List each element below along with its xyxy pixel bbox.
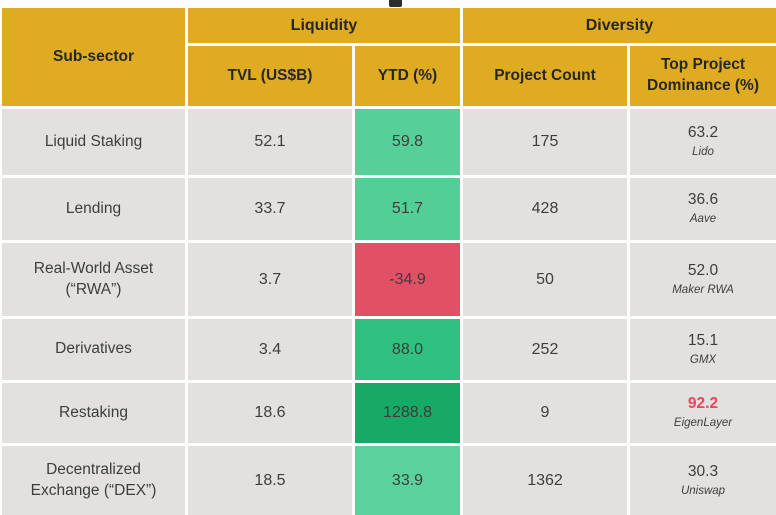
dominance-cell: 36.6 Aave <box>630 178 776 240</box>
dominance-value: 15.1 <box>687 331 719 349</box>
header-group-diversity: Diversity <box>463 8 776 43</box>
subsector-metrics-table: Sub-sector Liquidity Diversity TVL (US$B… <box>2 8 776 515</box>
project-count-value: 175 <box>463 109 627 175</box>
header-tvl: TVL (US$B) <box>188 46 352 106</box>
dominance-value: 52.0 <box>687 261 719 279</box>
tvl-value: 33.7 <box>188 178 352 240</box>
tvl-value: 3.4 <box>188 319 352 380</box>
tvl-value: 18.5 <box>188 446 352 515</box>
dominance-cell: 63.2 Lido <box>630 109 776 175</box>
subsector-label: Lending <box>2 178 185 240</box>
dominance-cell: 15.1 GMX <box>630 319 776 380</box>
project-count-value: 252 <box>463 319 627 380</box>
project-count-value: 428 <box>463 178 627 240</box>
dominance-value: 92.2 <box>687 395 719 413</box>
ytd-value: 51.7 <box>355 178 460 240</box>
subsector-label: Restaking <box>2 383 185 443</box>
header-project-count: Project Count <box>463 46 627 106</box>
header-ytd: YTD (%) <box>355 46 460 106</box>
header-top-project-dominance: Top Project Dominance (%) <box>630 46 776 106</box>
header-group-liquidity: Liquidity <box>188 8 460 43</box>
top-project-name: EigenLayer <box>673 417 733 430</box>
top-project-name: Maker RWA <box>672 283 734 296</box>
tvl-value: 3.7 <box>188 243 352 316</box>
tvl-value: 18.6 <box>188 383 352 443</box>
dominance-value: 63.2 <box>687 124 719 142</box>
dominance-value: 30.3 <box>687 462 719 480</box>
ytd-value: 1288.8 <box>355 383 460 443</box>
subsector-label: Real-World Asset (“RWA”) <box>2 243 185 316</box>
subsector-label: Liquid Staking <box>2 109 185 175</box>
top-project-name: GMX <box>689 353 717 366</box>
top-project-name: Lido <box>692 146 714 159</box>
ytd-value: 33.9 <box>355 446 460 515</box>
project-count-value: 1362 <box>463 446 627 515</box>
dominance-cell: 52.0 Maker RWA <box>630 243 776 316</box>
top-project-name: Aave <box>689 213 717 226</box>
tvl-value: 52.1 <box>188 109 352 175</box>
dominance-cell: 30.3 Uniswap <box>630 446 776 515</box>
dominance-cell: 92.2 EigenLayer <box>630 383 776 443</box>
subsector-label: Decentralized Exchange (“DEX”) <box>2 446 185 515</box>
header-subsector: Sub-sector <box>2 8 185 106</box>
ytd-value: -34.9 <box>355 243 460 316</box>
project-count-value: 9 <box>463 383 627 443</box>
cropped-text-remnant <box>389 0 402 7</box>
top-project-name: Uniswap <box>680 484 726 497</box>
ytd-value: 59.8 <box>355 109 460 175</box>
project-count-value: 50 <box>463 243 627 316</box>
subsector-label: Derivatives <box>2 319 185 380</box>
dominance-value: 36.6 <box>687 191 719 209</box>
ytd-value: 88.0 <box>355 319 460 380</box>
